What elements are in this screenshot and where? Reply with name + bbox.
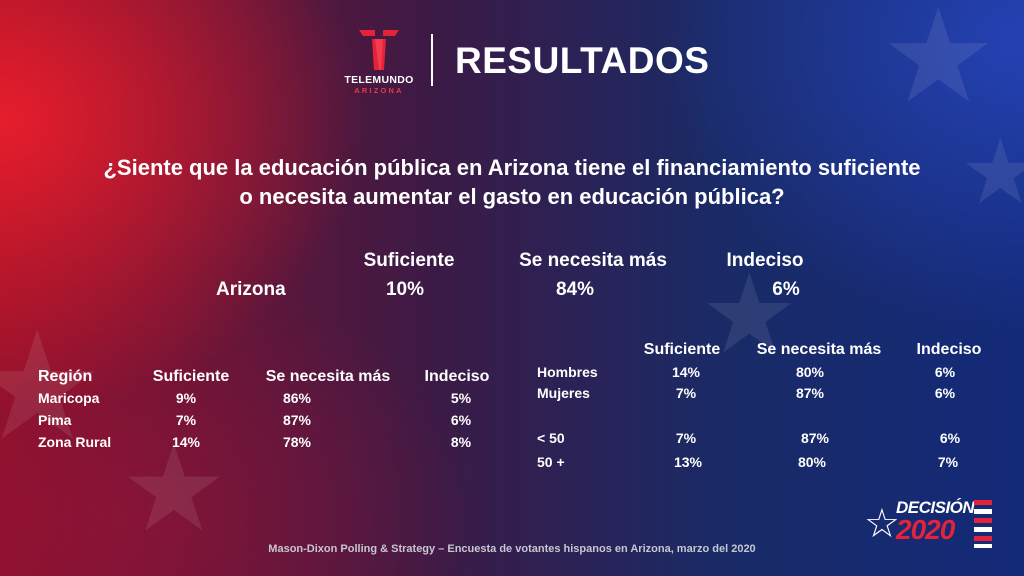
cell-suficiente: 7% [675, 385, 697, 401]
telemundo-t-icon [359, 30, 399, 70]
question-line-1: ¿Siente que la educación pública en Ariz… [103, 155, 921, 180]
cell-indeciso: 5% [450, 390, 472, 406]
cell-se-necesita-mas: 87% [282, 412, 312, 428]
region-header-indeciso: Indeciso [424, 368, 490, 385]
cell-suficiente: 14% [171, 434, 201, 450]
arizona-header-se-necesita-mas: Se necesita más [519, 250, 667, 271]
demo-header-se-necesita-mas: Se necesita más [756, 341, 882, 358]
header-divider [431, 34, 433, 86]
brand-region: ARIZONA [354, 86, 404, 95]
decision-2020-badge: ☆ DECISIÓN 2020 [864, 498, 994, 554]
cell-indeciso: 6% [939, 430, 961, 446]
cell-suficiente: 13% [673, 454, 703, 470]
question-line-2: o necesita aumentar el gasto en educació… [239, 184, 785, 209]
arizona-header-suficiente: Suficiente [363, 250, 455, 271]
row-label: Maricopa [38, 390, 100, 406]
cell-indeciso: 6% [934, 364, 956, 380]
row-label: < 50 [537, 430, 565, 446]
brand-name: TELEMUNDO [344, 74, 414, 86]
page-title: RESULTADOS [455, 40, 710, 81]
background-star-icon: ★ [880, 0, 997, 132]
arizona-value-suficiente: 10% [385, 279, 425, 300]
arizona-header-indeciso: Indeciso [726, 250, 804, 271]
badge-star-icon: ☆ [864, 502, 900, 546]
badge-line-1: DECISIÓN [896, 498, 975, 517]
demo-header-indeciso: Indeciso [916, 341, 982, 358]
flag-stripes-icon [974, 500, 992, 548]
cell-se-necesita-mas: 80% [797, 454, 827, 470]
region-header-suficiente: Suficiente [152, 368, 230, 385]
row-label: Zona Rural [38, 434, 112, 450]
badge-line-2: 2020 [896, 514, 955, 545]
source-footnote: Mason-Dixon Polling & Strategy – Encuest… [268, 543, 756, 555]
cell-se-necesita-mas: 78% [282, 434, 312, 450]
arizona-value-indeciso: 6% [772, 279, 800, 300]
region-header-region: Región [38, 368, 93, 385]
cell-suficiente: 7% [175, 412, 197, 428]
cell-indeciso: 6% [934, 385, 956, 401]
telemundo-logo: TELEMUNDO ARIZONA [338, 26, 420, 96]
arizona-label: Arizona [216, 279, 286, 300]
row-label: Hombres [537, 364, 598, 380]
cell-indeciso: 7% [937, 454, 959, 470]
cell-indeciso: 8% [450, 434, 472, 450]
row-label: 50 + [537, 454, 565, 470]
cell-suficiente: 14% [671, 364, 701, 380]
demo-header-suficiente: Suficiente [643, 341, 721, 358]
cell-suficiente: 9% [175, 390, 197, 406]
cell-se-necesita-mas: 87% [800, 430, 830, 446]
region-header-se-necesita-mas: Se necesita más [265, 368, 391, 385]
arizona-value-se-necesita-mas: 84% [555, 279, 595, 300]
row-label: Pima [38, 412, 72, 428]
cell-se-necesita-mas: 86% [282, 390, 312, 406]
cell-indeciso: 6% [450, 412, 472, 428]
survey-question: ¿Siente que la educación pública en Ariz… [0, 153, 1024, 211]
row-label: Mujeres [537, 385, 590, 401]
cell-se-necesita-mas: 87% [795, 385, 825, 401]
cell-se-necesita-mas: 80% [795, 364, 825, 380]
cell-suficiente: 7% [675, 430, 697, 446]
